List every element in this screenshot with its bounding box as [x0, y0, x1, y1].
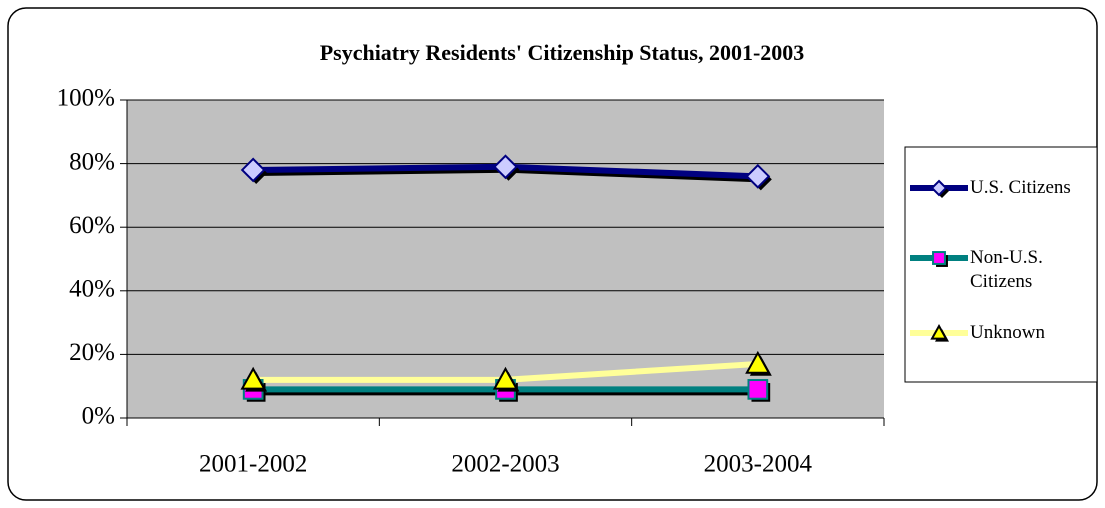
- marker: [932, 251, 946, 265]
- y-tick-label: 80%: [69, 148, 115, 175]
- x-tick-label: 2003-2004: [704, 451, 813, 478]
- marker: [930, 323, 948, 340]
- marker: [240, 157, 266, 183]
- marker: [493, 154, 518, 180]
- y-tick-label: 40%: [69, 276, 115, 303]
- marker: [745, 350, 771, 374]
- x-tick-label: 2001-2002: [199, 451, 307, 478]
- x-tick-label: 2002-2003: [451, 451, 559, 478]
- y-tick-label: 20%: [69, 339, 115, 366]
- y-tick-label: 100%: [57, 85, 115, 112]
- legend-label: Unknown: [970, 322, 1045, 343]
- legend-label: U.S. Citizens: [970, 177, 1071, 198]
- marker: [930, 179, 948, 197]
- marker: [492, 366, 519, 390]
- legend-label: Non-U.S. Citizens: [970, 247, 1043, 292]
- marker: [745, 163, 771, 189]
- y-tick-label: 0%: [82, 403, 115, 430]
- marker: [240, 366, 266, 390]
- marker: [747, 379, 769, 400]
- chart-title: Psychiatry Residents' Citizenship Status…: [320, 40, 805, 65]
- y-tick-label: 60%: [69, 212, 115, 239]
